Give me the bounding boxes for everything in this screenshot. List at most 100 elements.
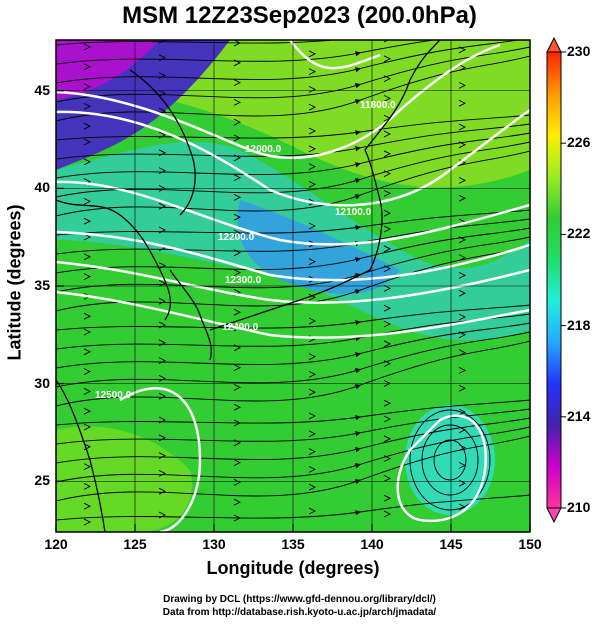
streamline-arrow xyxy=(158,202,167,210)
streamline-arrow xyxy=(383,94,392,102)
streamline-arrow xyxy=(458,366,467,374)
colorbar-tick-label: 218 xyxy=(567,316,591,333)
contour-label: 12500.0 xyxy=(95,390,132,401)
streamline-arrow xyxy=(158,374,167,382)
streamline xyxy=(56,40,361,46)
streamline-arrow xyxy=(458,289,467,297)
streamline-arrow xyxy=(308,353,317,361)
streamline-arrow xyxy=(308,370,317,378)
streamline-arrow xyxy=(383,130,392,138)
streamline-arrow xyxy=(308,180,317,188)
streamline-arrow xyxy=(308,430,317,438)
streamline-arrow xyxy=(383,415,392,423)
streamline-arrow xyxy=(158,262,167,270)
streamline-arrow xyxy=(233,249,242,257)
streamline xyxy=(56,114,530,141)
streamline-arrow xyxy=(458,176,467,184)
contour-label: 12000.0 xyxy=(245,144,282,155)
streamline-arrow xyxy=(383,225,392,233)
streamline-arrow xyxy=(308,127,317,135)
streamline-arrow xyxy=(83,348,92,356)
streamline-arrow xyxy=(83,102,92,110)
streamline-arrow xyxy=(458,194,467,202)
streamline-arrow xyxy=(158,89,167,97)
streamline-arrow xyxy=(158,357,167,365)
colorbar-tick-label: 222 xyxy=(567,225,591,242)
streamline-arrow xyxy=(83,463,92,471)
streamline-arrow xyxy=(83,328,92,336)
credit-drawing: Drawing by DCL (https://www.gfd-dennou.o… xyxy=(163,594,436,605)
streamline-arrow xyxy=(233,403,242,411)
streamline-arrow xyxy=(83,197,92,205)
streamline-arrow xyxy=(308,145,317,153)
height-contours xyxy=(56,40,530,532)
streamline-arrow xyxy=(158,487,167,495)
streamline-arrow xyxy=(458,408,467,416)
streamline xyxy=(56,123,530,160)
streamline xyxy=(56,417,530,464)
streamline-arrow xyxy=(83,138,92,146)
streamline-arrow xyxy=(233,98,242,106)
streamline-arrow xyxy=(459,29,465,35)
streamline xyxy=(56,304,530,331)
y-axis-label: Latitude (degrees) xyxy=(4,204,25,361)
streamline-arrow xyxy=(83,273,92,281)
streamline-arrow xyxy=(233,40,242,47)
streamline-arrow xyxy=(158,149,167,157)
streamline-arrow xyxy=(308,483,317,491)
streamline xyxy=(56,209,530,236)
streamline-arrow xyxy=(383,284,392,292)
streamline-arrow xyxy=(383,340,392,348)
streamline-arrow xyxy=(83,122,92,130)
streamline-arrow xyxy=(383,435,392,443)
streamline-arrow xyxy=(308,388,317,396)
axis-ticks xyxy=(55,90,531,532)
streamline-arrow xyxy=(308,85,317,93)
streamline-arrow xyxy=(383,150,392,158)
streamline xyxy=(56,141,530,198)
streamlines xyxy=(56,29,530,526)
streamline-arrow xyxy=(233,383,242,391)
streamline xyxy=(56,40,521,84)
streamline xyxy=(56,132,530,179)
streamline-arrow xyxy=(158,131,167,139)
streamline-arrow xyxy=(158,40,167,44)
streamline xyxy=(56,150,530,217)
streamline-arrow xyxy=(83,502,92,510)
x-tick-label: 145 xyxy=(439,536,463,552)
colorbar-gradient xyxy=(546,51,562,509)
streamline xyxy=(56,245,530,312)
streamline-arrow xyxy=(233,498,242,506)
streamline-arrow xyxy=(233,79,242,87)
streamline-arrow xyxy=(233,419,242,427)
contour-label: 12300.0 xyxy=(225,275,262,286)
streamline-arrow xyxy=(233,514,242,522)
streamline-arrow xyxy=(308,317,317,325)
streamline-arrow xyxy=(383,494,392,502)
streamline-arrow xyxy=(383,304,392,312)
streamline-arrow xyxy=(383,510,392,518)
streamline-arrow xyxy=(458,99,467,107)
contour-label: 11800.0 xyxy=(360,100,396,111)
lat-lon-grid xyxy=(56,40,530,532)
y-tick-label: 40 xyxy=(34,179,50,196)
streamline-arrow xyxy=(233,344,242,352)
streamline-arrow xyxy=(158,416,167,424)
colorbar xyxy=(546,36,566,524)
streamline-arrow xyxy=(158,339,167,347)
streamline-arrow xyxy=(158,72,167,80)
streamline xyxy=(56,340,530,407)
streamline-arrow xyxy=(308,448,317,456)
streamline-arrow xyxy=(233,174,242,182)
streamline-arrow xyxy=(308,103,317,111)
streamline-arrow xyxy=(83,482,92,490)
field-cold-extreme xyxy=(56,40,160,100)
streamline-arrow xyxy=(158,226,167,234)
x-tick-label: 150 xyxy=(518,536,542,552)
contour-labels: 11800.0 12000.0 12100.0 12200.0 12300.0 12400… xyxy=(95,100,396,401)
streamline-arrow xyxy=(383,55,392,63)
colorbar-tick-label: 214 xyxy=(567,407,591,424)
x-tick-label: 130 xyxy=(202,536,226,552)
streamline-arrow xyxy=(458,123,467,131)
